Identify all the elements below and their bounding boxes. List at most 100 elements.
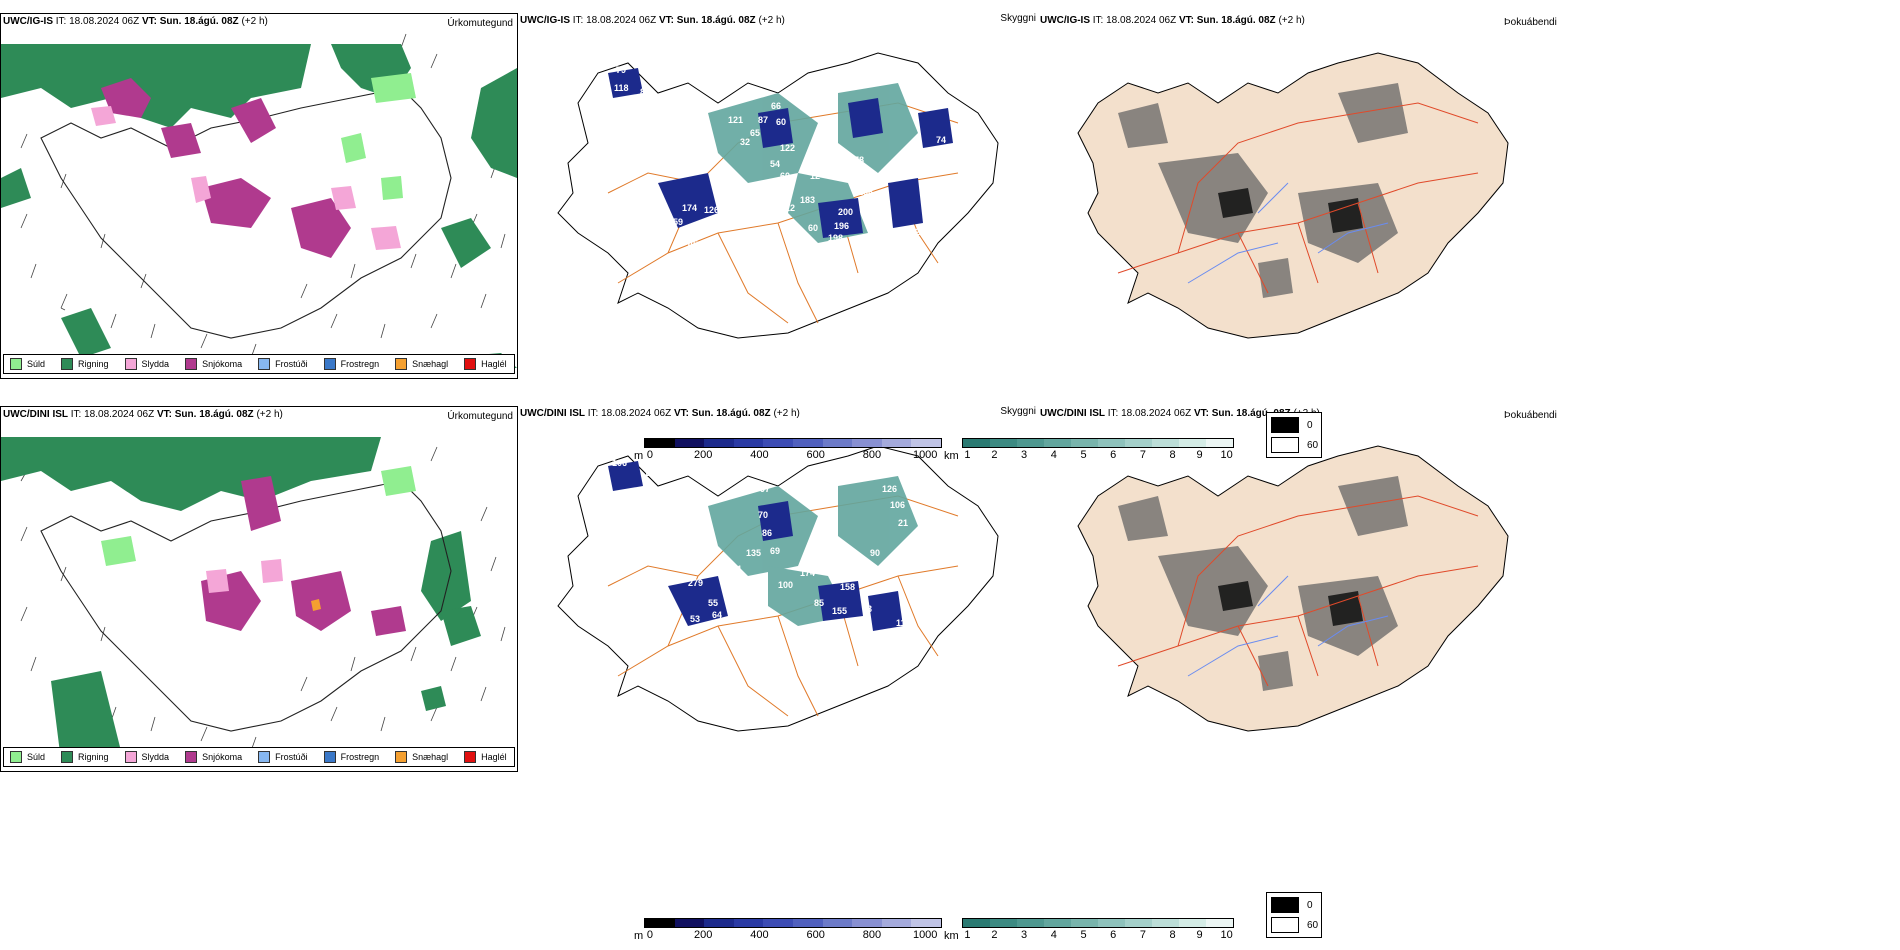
model-name: UWC/IG-IS — [1040, 15, 1090, 26]
height-label: 67 — [756, 610, 766, 620]
colorbar-unit: km — [944, 930, 959, 942]
height-label: 125 — [644, 468, 659, 478]
colorbar-swatch — [1044, 919, 1071, 927]
lead-time: (+2 h) — [1278, 15, 1305, 26]
colorbar-strip — [962, 918, 1234, 928]
sleet-areas — [206, 559, 283, 593]
tick-label: 1 — [964, 449, 971, 461]
valid-time: VT: Sun. 18.ágú. 08Z — [141, 16, 239, 27]
legend-label: Frostúði — [275, 359, 308, 369]
colorbar-swatch — [1044, 439, 1071, 447]
tick-label: 400 — [750, 449, 769, 461]
legend-label: Snæhagl — [412, 752, 449, 762]
legend-label: Frostregn — [340, 359, 380, 369]
panel-header: UWC/IG-IS IT: 18.08.2024 06Z VT: Sun. 18… — [1040, 15, 1305, 26]
model-name: UWC/DINI ISL — [3, 409, 68, 420]
tick-label: 200 — [694, 449, 713, 461]
height-label: 74 — [936, 135, 946, 145]
colorbar-swatch — [1179, 919, 1206, 927]
lead-time: (+2 h) — [256, 409, 283, 420]
tick-label: 1000 — [912, 449, 938, 461]
sleet-areas — [91, 106, 401, 250]
legend-swatch — [395, 358, 408, 370]
colorbar-swatch — [822, 919, 853, 927]
roads-rivers — [1117, 495, 1479, 687]
tick-label: 3 — [1021, 449, 1028, 461]
height-label: 174 — [800, 568, 815, 578]
legend-label: Slydda — [141, 752, 170, 762]
tick-label: 1000 — [912, 929, 938, 941]
height-label: 120 — [716, 185, 731, 195]
legend-swatch — [258, 751, 271, 763]
height-label: 183 — [800, 195, 815, 205]
tick-label: 3 — [1021, 929, 1028, 941]
cloud-panel-row1: UWC/IG-IS IT: 18.08.2024 06Z VT: Sun. 18… — [1038, 13, 1900, 379]
init-time: IT: 18.08.2024 06Z — [572, 15, 657, 26]
panel-header: UWC/DINI ISL IT: 18.08.2024 06Z VT: Sun.… — [3, 409, 283, 420]
drizzle-areas — [341, 73, 416, 200]
tick-label: 9 — [1196, 929, 1203, 941]
colorbar-strip — [962, 438, 1234, 448]
tick-label: 6 — [1110, 929, 1117, 941]
height-label: 66 — [771, 101, 781, 111]
height-label: 107 — [628, 440, 643, 450]
lead-time: (+2 h) — [773, 408, 800, 419]
tick-label: 8 — [1169, 929, 1176, 941]
colorbar-swatch — [645, 919, 675, 927]
tick-label: 1 — [964, 929, 971, 941]
model-name: UWC/IG-IS — [520, 15, 570, 26]
precip-map — [1, 437, 506, 761]
valid-time: VT: Sun. 18.ágú. 08Z — [1193, 408, 1291, 419]
legend-swatch — [464, 358, 477, 370]
tick-label: 5 — [1080, 449, 1087, 461]
height-label: 73 — [862, 604, 872, 614]
colorbar-swatch — [1017, 439, 1044, 447]
tick-label: 6 — [1110, 449, 1117, 461]
legend-label: Snjókoma — [202, 752, 243, 762]
tick-label: 200 — [694, 929, 713, 941]
colorbar-swatch — [763, 919, 793, 927]
height-label: 60 — [780, 171, 790, 181]
height-label: 97 — [760, 484, 770, 494]
legend-label: 60 — [1307, 439, 1319, 451]
visibility-panel-row2: UWC/DINI ISL IT: 18.08.2024 06Z VT: Sun.… — [518, 406, 1038, 772]
legend-label: Rigning — [78, 752, 109, 762]
tick-label: 800 — [862, 929, 882, 941]
height-label: 90 — [870, 548, 880, 558]
legend-swatch — [1271, 897, 1299, 913]
cloud-legend-low: 60 — [1271, 917, 1318, 933]
height-label: 78 — [854, 155, 864, 165]
tick-label: 10 — [1220, 449, 1233, 461]
cloud-height-labels: 107 106 125 96 138 97 70 86 111 135 69 7… — [612, 440, 911, 628]
legend-label: Slydda — [141, 359, 170, 369]
init-time: IT: 18.08.2024 06Z — [55, 16, 140, 27]
colorbar-swatch — [822, 439, 853, 447]
colorbar-swatch — [763, 439, 793, 447]
tick-label: 7 — [1139, 449, 1146, 461]
colorbar-unit: m — [634, 930, 644, 942]
cloud-map — [1077, 445, 1509, 732]
height-label: 21 — [898, 518, 908, 528]
colorbar-swatch — [1017, 919, 1044, 927]
height-label: 69 — [770, 546, 780, 556]
cloud-base-areas — [608, 461, 903, 631]
tick-label: 600 — [806, 929, 825, 941]
height-label: 122 — [780, 203, 795, 213]
cloud-legend-high: 0 — [1271, 897, 1313, 913]
cloud-panel-title: Þokuábendi — [1504, 410, 1557, 421]
height-label: 52 — [700, 221, 710, 231]
legend-label: Haglél — [481, 359, 507, 369]
height-label: 55 — [708, 598, 718, 608]
tick-label: 10 — [1220, 929, 1233, 941]
colorbar-swatch — [1152, 919, 1179, 927]
height-label: 12 — [810, 171, 820, 181]
tick-label: 2 — [991, 929, 998, 941]
height-label: 100 — [894, 245, 909, 255]
precip-legend: Súld Rigning Slydda Snjókoma Frostúði Fr… — [3, 747, 515, 767]
legend-swatch — [185, 751, 198, 763]
legend-swatch — [1271, 917, 1299, 933]
legend-item: Frostúði — [258, 751, 308, 763]
init-time: IT: 18.08.2024 06Z — [587, 408, 672, 419]
height-label: 100 — [868, 173, 883, 183]
tick-label: 0 — [646, 929, 653, 941]
